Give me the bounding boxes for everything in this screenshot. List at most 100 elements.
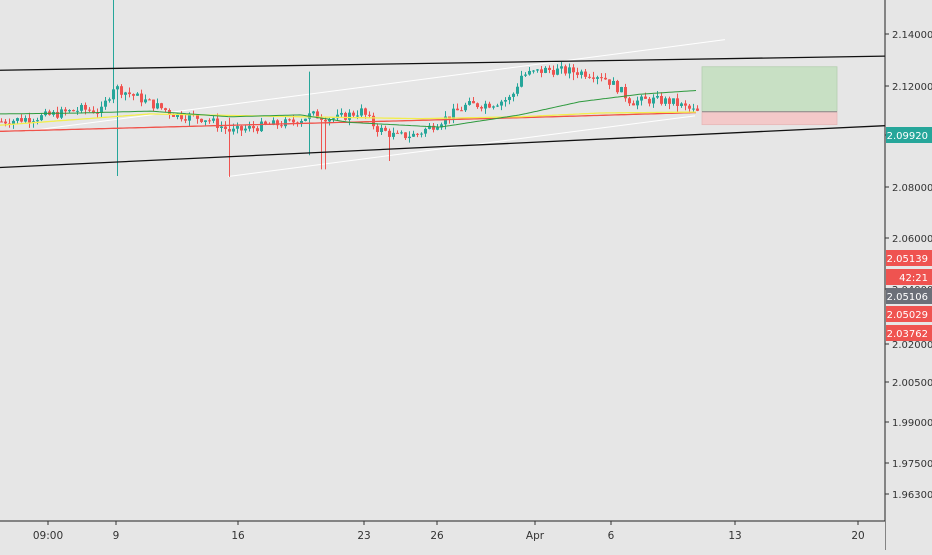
candle-down[interactable] [608,79,611,85]
candle-up[interactable] [580,71,583,75]
candle-down[interactable] [96,112,99,114]
candle-up[interactable] [12,120,15,125]
candle-up[interactable] [560,66,563,69]
candle-up[interactable] [692,108,695,110]
candle-down[interactable] [616,80,619,93]
candle-down[interactable] [456,108,459,111]
candle-down[interactable] [196,114,199,119]
candle-up[interactable] [24,118,27,122]
candle-up[interactable] [556,68,559,75]
candle-up[interactable] [340,112,343,115]
candle-down[interactable] [660,96,663,104]
candle-down[interactable] [416,133,419,135]
candle-down[interactable] [696,108,699,111]
candle-up[interactable] [144,99,147,103]
candle-down[interactable] [148,99,151,101]
candle-down[interactable] [648,98,651,104]
candle-up[interactable] [16,118,19,121]
candle-up[interactable] [516,86,519,94]
candle-up[interactable] [124,92,127,95]
candle-down[interactable] [280,125,283,127]
candle-down[interactable] [92,110,95,113]
candle-up[interactable] [528,70,531,75]
candle-up[interactable] [248,126,251,129]
candle-up[interactable] [212,118,215,121]
candle-up[interactable] [104,100,107,107]
candle-down[interactable] [184,119,187,121]
candle-up[interactable] [596,77,599,79]
candle-down[interactable] [564,66,567,74]
candle-up[interactable] [204,120,207,122]
candle-down[interactable] [164,108,167,111]
candle-down[interactable] [572,67,575,73]
candle-down[interactable] [140,93,143,103]
candle-down[interactable] [396,132,399,134]
candle-down[interactable] [684,103,687,106]
candle-up[interactable] [504,100,507,102]
candle-up[interactable] [236,126,239,129]
candle-down[interactable] [688,105,691,109]
candle-up[interactable] [412,133,415,137]
candle-up[interactable] [116,86,119,90]
candle-down[interactable] [72,110,75,112]
candle-down[interactable] [588,76,591,78]
candle-down[interactable] [628,98,631,104]
candle-down[interactable] [264,121,267,124]
candle-up[interactable] [536,69,539,71]
candle-down[interactable] [324,119,327,122]
candle-up[interactable] [672,98,675,104]
candle-up[interactable] [444,116,447,125]
candle-down[interactable] [584,71,587,77]
candle-up[interactable] [424,128,427,134]
candle-up[interactable] [452,108,455,119]
candle-down[interactable] [160,103,163,109]
candle-down[interactable] [200,118,203,122]
candle-down[interactable] [316,111,319,119]
candle-down[interactable] [88,109,91,111]
candle-down[interactable] [600,77,603,79]
candle-down[interactable] [120,86,123,95]
candle-up[interactable] [568,67,571,74]
candle-down[interactable] [216,118,219,128]
candle-down[interactable] [64,109,67,112]
candle-down[interactable] [132,94,135,96]
candle-down[interactable] [344,112,347,120]
candle-up[interactable] [664,98,667,104]
candle-up[interactable] [636,100,639,106]
candle-up[interactable] [656,96,659,98]
candle-down[interactable] [668,98,671,104]
candle-down[interactable] [292,119,295,123]
candle-down[interactable] [548,67,551,70]
candle-up[interactable] [232,128,235,132]
candle-down[interactable] [288,119,291,121]
candle-down[interactable] [676,98,679,106]
candle-down[interactable] [480,107,483,109]
candle-up[interactable] [136,93,139,96]
candle-down[interactable] [172,114,175,117]
candle-up[interactable] [464,104,467,111]
candle-up[interactable] [428,125,431,129]
candle-down[interactable] [256,128,259,132]
candle-down[interactable] [20,118,23,122]
candle-up[interactable] [112,89,115,100]
candle-up[interactable] [304,118,307,121]
trendline-lower[interactable] [0,125,886,169]
candle-down[interactable] [384,127,387,131]
candle-down[interactable] [180,113,183,120]
candle-up[interactable] [612,80,615,85]
ma-mid-line[interactable] [0,111,696,126]
candle-down[interactable] [488,103,491,108]
ma-fast-line[interactable] [0,90,697,128]
candle-up[interactable] [300,120,303,125]
candle-down[interactable] [128,92,131,95]
candle-up[interactable] [532,70,535,72]
candle-up[interactable] [380,127,383,132]
candle-down[interactable] [352,112,355,116]
candle-up[interactable] [360,108,363,116]
candle-down[interactable] [84,104,87,110]
candle-down[interactable] [208,120,211,122]
candle-down[interactable] [28,118,31,123]
candle-up[interactable] [332,118,335,120]
candle-down[interactable] [368,114,371,116]
